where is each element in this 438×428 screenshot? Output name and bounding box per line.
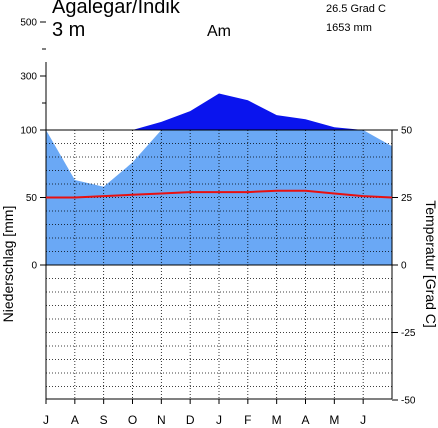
x-tick-label: O <box>128 413 137 427</box>
y-tick-label-right: 0 <box>401 261 407 272</box>
mean-temperature: 26.5 Grad C <box>326 3 386 15</box>
x-tick-label: J <box>360 413 366 427</box>
perhumid-area <box>46 93 392 130</box>
y-tick-label-left: 100 <box>20 126 37 137</box>
x-tick-label: D <box>186 413 195 427</box>
total-precipitation: 1653 mm <box>326 22 372 34</box>
y-tick-label-right: -25 <box>401 328 416 339</box>
y-axis-right-label: Temperatur [Grad C] <box>423 200 438 328</box>
x-tick-label: A <box>71 413 79 427</box>
y-tick-label-left: 0 <box>31 261 37 272</box>
station-elevation: 3 m <box>52 19 86 41</box>
climate-class: Am <box>207 23 231 40</box>
y-tick-label-left: 500 <box>20 18 37 29</box>
station-name: Agalegar/Indik <box>52 0 180 18</box>
temperature-line <box>46 189 393 199</box>
x-tick-label: M <box>272 413 282 427</box>
x-tick-label: J <box>43 413 49 427</box>
humid-area-lower <box>46 190 392 265</box>
x-tick-label: A <box>301 413 309 427</box>
x-tick-label: N <box>157 413 166 427</box>
y-axis-left-label: Niederschlag [mm] <box>0 206 16 323</box>
y-tick-label-right: 50 <box>401 126 413 137</box>
y-tick-label-right: 25 <box>401 193 413 204</box>
x-tick-label: S <box>100 413 108 427</box>
y-tick-label-right: -50 <box>401 396 416 407</box>
x-tick-label: F <box>244 413 251 427</box>
x-tick-label: M <box>329 413 339 427</box>
y-tick-label-left: 300 <box>20 72 37 83</box>
x-tick-label: J <box>216 413 222 427</box>
y-tick-label-left: 50 <box>26 193 38 204</box>
